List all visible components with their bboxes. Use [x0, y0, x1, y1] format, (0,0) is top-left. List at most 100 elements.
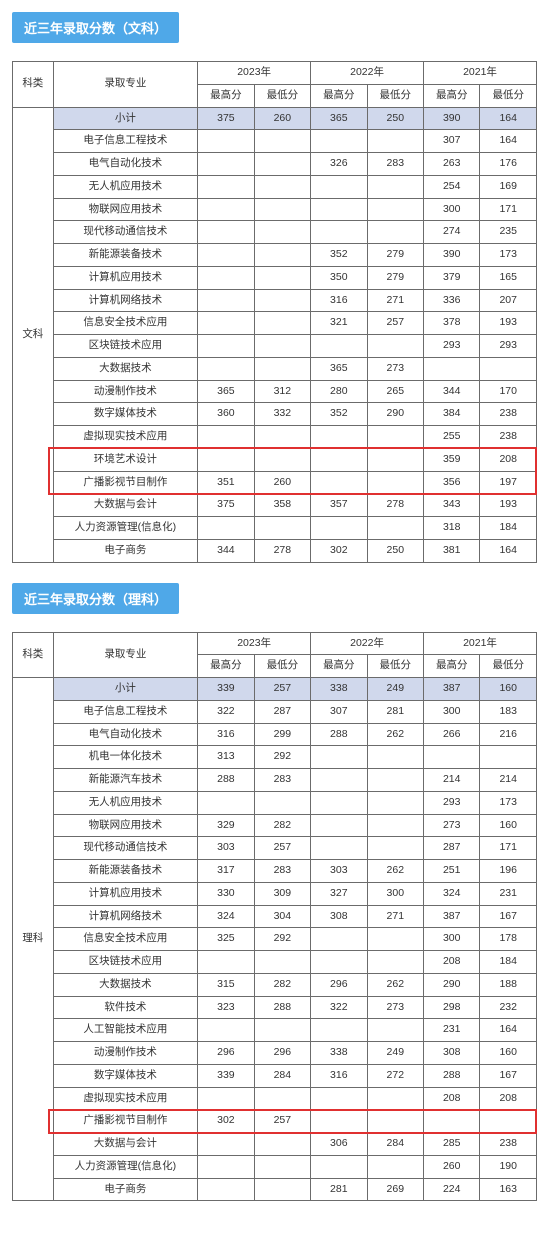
- score-cell: [367, 746, 423, 769]
- table-row: 数字媒体技术339284316272288167: [13, 1064, 537, 1087]
- major-cell: 虚拟现实技术应用: [53, 1087, 198, 1110]
- score-cell: 351: [198, 471, 254, 494]
- score-cell: 304: [254, 905, 310, 928]
- score-cell: 330: [198, 882, 254, 905]
- score-cell: 343: [424, 494, 480, 517]
- table-row: 虚拟现实技术应用255238: [13, 426, 537, 449]
- major-cell: 计算机网络技术: [53, 289, 198, 312]
- score-cell: 257: [254, 1110, 310, 1133]
- score-cell: [254, 198, 310, 221]
- score-cell: 173: [480, 791, 537, 814]
- th-year: 2023年: [198, 62, 311, 85]
- table-row: 物联网应用技术329282273160: [13, 814, 537, 837]
- th-min: 最低分: [480, 655, 537, 678]
- score-cell: [198, 1087, 254, 1110]
- score-cell: 208: [424, 1087, 480, 1110]
- score-cell: 381: [424, 539, 480, 562]
- score-cell: 308: [424, 1042, 480, 1065]
- score-cell: [198, 130, 254, 153]
- table-row: 电气自动化技术316299288262266216: [13, 723, 537, 746]
- score-cell: [367, 928, 423, 951]
- score-cell: [311, 1155, 367, 1178]
- table-row: 人力资源管理(信息化)260190: [13, 1155, 537, 1178]
- score-cell: [311, 791, 367, 814]
- table-wrapper: 科类录取专业2023年2022年2021年最高分最低分最高分最低分最高分最低分文…: [12, 61, 537, 563]
- score-cell: 284: [254, 1064, 310, 1087]
- score-cell: 315: [198, 973, 254, 996]
- score-cell: [198, 791, 254, 814]
- major-cell: 数字媒体技术: [53, 403, 198, 426]
- score-cell: 317: [198, 860, 254, 883]
- score-cell: 283: [367, 153, 423, 176]
- score-cell: 360: [198, 403, 254, 426]
- major-cell: 大数据技术: [53, 973, 198, 996]
- th-year: 2023年: [198, 632, 311, 655]
- score-cell: 329: [198, 814, 254, 837]
- score-cell: 269: [367, 1178, 423, 1201]
- score-cell: 339: [198, 1064, 254, 1087]
- subtotal-value: 260: [254, 107, 310, 130]
- score-cell: [480, 357, 537, 380]
- score-cell: [367, 471, 423, 494]
- score-cell: 344: [424, 380, 480, 403]
- score-cell: [198, 357, 254, 380]
- score-cell: 167: [480, 1064, 537, 1087]
- category-cell: 理科: [13, 678, 54, 1201]
- major-cell: 电子信息工程技术: [53, 130, 198, 153]
- table-row: 新能源装备技术352279390173: [13, 244, 537, 267]
- score-cell: [254, 266, 310, 289]
- section-title: 近三年录取分数（理科）: [12, 583, 179, 614]
- score-cell: [367, 1110, 423, 1133]
- score-cell: 208: [480, 1087, 537, 1110]
- page-root: 近三年录取分数（文科）科类录取专业2023年2022年2021年最高分最低分最高…: [12, 12, 537, 1201]
- score-cell: 188: [480, 973, 537, 996]
- score-table: 科类录取专业2023年2022年2021年最高分最低分最高分最低分最高分最低分理…: [12, 632, 537, 1202]
- major-cell: 计算机应用技术: [53, 882, 198, 905]
- major-cell: 区块链技术应用: [53, 951, 198, 974]
- score-cell: 344: [198, 539, 254, 562]
- th-year: 2021年: [424, 632, 537, 655]
- score-cell: [254, 244, 310, 267]
- score-cell: 170: [480, 380, 537, 403]
- score-cell: [311, 769, 367, 792]
- score-cell: [198, 175, 254, 198]
- score-cell: 384: [424, 403, 480, 426]
- subtotal-value: 365: [311, 107, 367, 130]
- th-category: 科类: [13, 632, 54, 678]
- score-cell: 302: [198, 1110, 254, 1133]
- major-cell: 电子商务: [53, 539, 198, 562]
- score-cell: 324: [198, 905, 254, 928]
- score-cell: 288: [311, 723, 367, 746]
- table-row: 区块链技术应用208184: [13, 951, 537, 974]
- score-cell: 283: [254, 769, 310, 792]
- score-cell: 312: [254, 380, 310, 403]
- score-cell: [198, 517, 254, 540]
- score-cell: 273: [367, 996, 423, 1019]
- score-cell: 271: [367, 905, 423, 928]
- subtotal-label: 小计: [53, 107, 198, 130]
- score-cell: 238: [480, 426, 537, 449]
- table-row: 虚拟现实技术应用 208208: [13, 1087, 537, 1110]
- score-cell: [367, 221, 423, 244]
- score-cell: 171: [480, 198, 537, 221]
- score-cell: 338: [311, 1042, 367, 1065]
- score-cell: 272: [367, 1064, 423, 1087]
- major-cell: 电气自动化技术: [53, 723, 198, 746]
- score-cell: [254, 312, 310, 335]
- score-cell: 281: [311, 1178, 367, 1201]
- major-cell: 广播影视节目制作: [53, 1110, 198, 1133]
- table-row: 人工智能技术应用231164: [13, 1019, 537, 1042]
- score-cell: 336: [424, 289, 480, 312]
- major-cell: 电子信息工程技术: [53, 700, 198, 723]
- score-cell: 231: [480, 882, 537, 905]
- table-row: 大数据与会计306284285238: [13, 1133, 537, 1156]
- table-row: 计算机网络技术324304308271387167: [13, 905, 537, 928]
- score-cell: 282: [254, 814, 310, 837]
- score-cell: [198, 1178, 254, 1201]
- score-cell: 316: [311, 289, 367, 312]
- score-cell: 176: [480, 153, 537, 176]
- subtotal-value: 164: [480, 107, 537, 130]
- score-cell: 387: [424, 905, 480, 928]
- score-cell: 300: [424, 928, 480, 951]
- score-cell: [254, 1133, 310, 1156]
